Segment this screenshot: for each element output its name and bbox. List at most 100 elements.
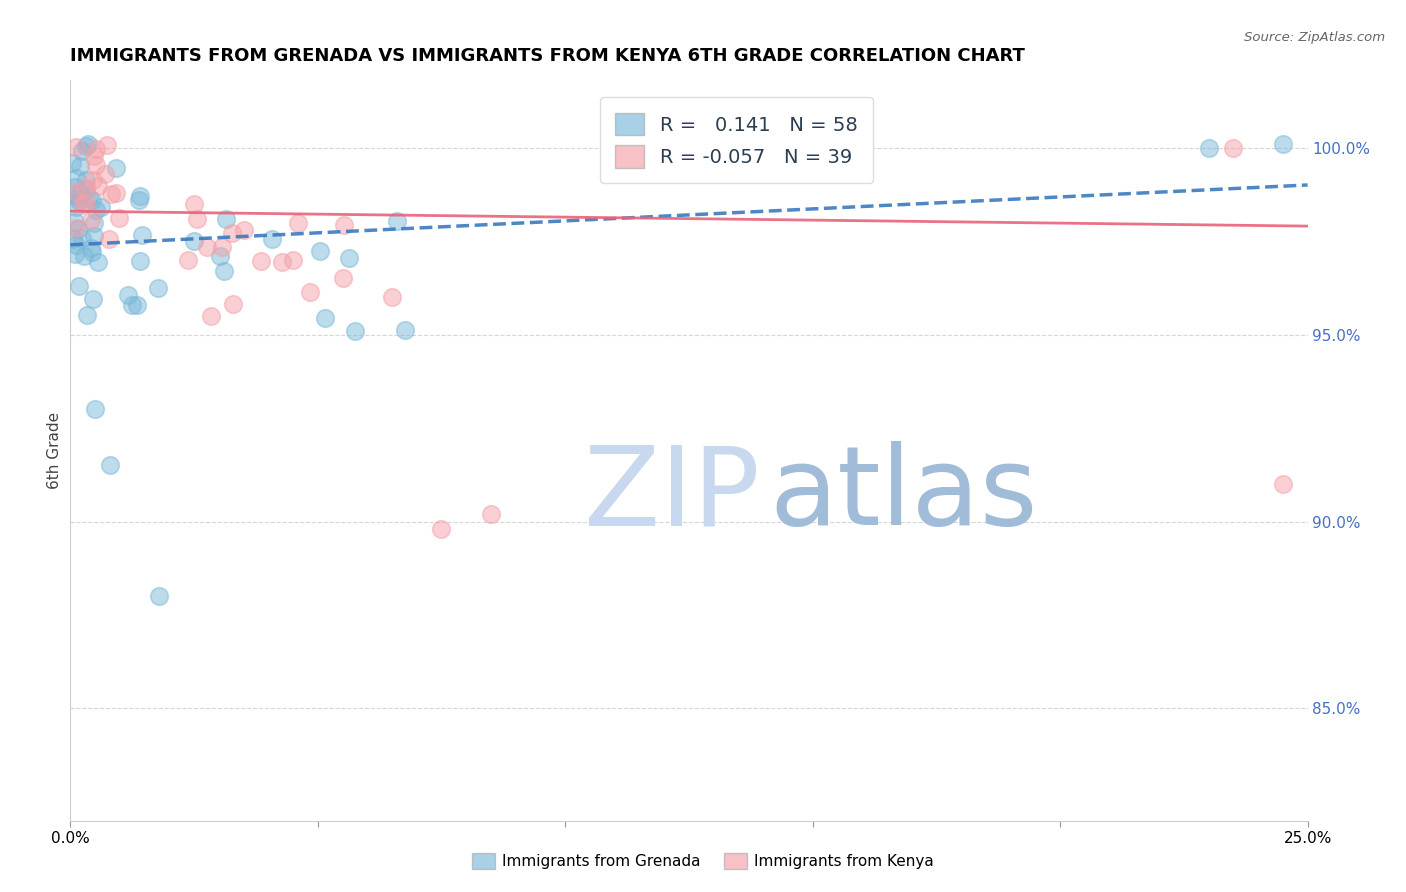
Point [83,149,105,163]
Point [183,196,205,211]
Point [87,255,110,269]
Point [96,138,118,153]
Point [129,253,152,268]
Point [84,402,107,417]
Point [73,249,96,263]
Point [195,240,218,254]
Point [67,221,90,235]
Point [394,323,416,337]
Point [65,185,87,199]
Legend: R =   0.141   N = 58, R = -0.057   N = 39: R = 0.141 N = 58, R = -0.057 N = 39 [600,97,873,183]
Point [75,139,97,153]
Point [65,170,87,185]
Point [65,186,87,201]
Point [260,232,283,246]
Point [67,190,90,204]
Point [177,253,200,268]
Point [100,186,122,201]
Point [129,189,152,203]
Point [60,156,83,170]
Point [75,196,97,211]
Point [84,158,107,172]
Point [128,194,150,208]
Point [75,182,97,196]
Point [104,161,127,176]
Point [98,231,121,245]
Point [287,216,309,230]
Point [72,197,94,211]
Point [82,194,104,208]
Text: Source: ZipAtlas.com: Source: ZipAtlas.com [1244,31,1385,45]
Point [84,203,107,218]
Point [63,180,86,194]
Y-axis label: 6th Grade: 6th Grade [46,412,62,489]
Point [281,252,304,267]
Point [221,226,243,240]
Point [387,213,409,227]
Point [98,458,121,473]
Point [63,215,86,229]
Point [215,212,238,227]
Legend: Immigrants from Grenada, Immigrants from Kenya: Immigrants from Grenada, Immigrants from… [465,847,941,875]
Point [70,144,93,158]
Point [65,238,87,252]
Point [76,308,98,322]
Point [67,279,90,293]
Point [75,181,97,195]
Point [75,173,97,187]
Point [83,216,105,230]
Point [82,292,104,306]
Point [62,232,84,246]
Point [1222,140,1244,154]
Point [271,254,294,268]
Point [83,228,105,243]
Text: ZIP: ZIP [583,442,759,549]
Point [125,298,148,312]
Point [430,522,453,536]
Point [63,247,86,261]
Point [65,200,87,214]
Point [479,507,502,521]
Point [1198,140,1220,154]
Point [214,263,236,277]
Point [250,253,273,268]
Point [121,298,143,312]
Point [93,167,115,181]
Point [232,223,254,237]
Point [86,142,108,156]
Point [117,287,139,301]
Point [222,297,245,311]
Point [104,186,127,200]
Point [70,230,93,244]
Point [343,324,366,338]
Text: IMMIGRANTS FROM GRENADA VS IMMIGRANTS FROM KENYA 6TH GRADE CORRELATION CHART: IMMIGRANTS FROM GRENADA VS IMMIGRANTS FR… [70,47,1025,65]
Point [332,271,354,285]
Point [80,241,103,255]
Point [131,227,153,242]
Point [69,187,91,202]
Point [148,280,170,294]
Point [298,285,321,300]
Point [67,194,90,208]
Point [87,178,110,193]
Point [148,589,170,603]
Point [208,249,231,263]
Point [69,159,91,173]
Point [82,173,104,187]
Point [1271,136,1294,151]
Point [77,191,100,205]
Point [77,137,100,152]
Point [79,213,101,227]
Point [211,240,233,254]
Point [1271,477,1294,491]
Point [381,290,404,304]
Point [333,218,356,232]
Point [80,244,103,259]
Point [183,234,205,248]
Point [200,309,222,323]
Point [65,220,87,235]
Point [309,244,332,258]
Point [337,252,360,266]
Text: atlas: atlas [769,442,1038,549]
Point [314,311,336,326]
